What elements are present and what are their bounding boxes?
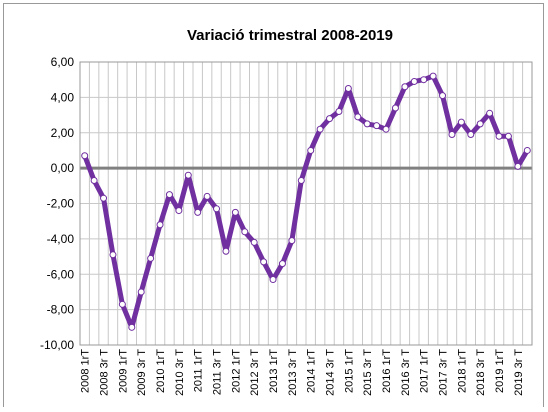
point — [81, 152, 89, 160]
point — [354, 113, 362, 121]
x-tick-label: 2008 1rT — [80, 349, 92, 393]
y-tick-label: 6,00 — [51, 55, 75, 69]
point — [100, 194, 108, 202]
point — [128, 323, 136, 331]
point — [495, 132, 503, 140]
chart-title: Variació trimestral 2008-2019 — [187, 27, 393, 44]
point — [448, 131, 456, 139]
point — [250, 238, 258, 246]
point — [194, 208, 202, 216]
point — [109, 251, 117, 259]
plot-border — [79, 61, 533, 346]
point — [363, 120, 371, 128]
point — [165, 191, 173, 199]
point — [476, 120, 484, 128]
x-tick-label: 2018 3r T — [475, 349, 487, 396]
point — [231, 208, 239, 216]
point — [429, 72, 437, 80]
x-tick-label: 2013 1rT — [268, 349, 280, 393]
point — [288, 237, 296, 245]
y-tick-label: -2,00 — [47, 197, 75, 211]
point — [184, 171, 192, 179]
point — [391, 104, 399, 112]
point — [137, 288, 145, 296]
x-tick-label: 2017 1rT — [419, 349, 431, 393]
point — [118, 300, 126, 308]
x-tick-label: 2011 1rT — [193, 349, 205, 392]
point — [90, 177, 98, 185]
point — [175, 207, 183, 215]
y-tick-label: -4,00 — [47, 232, 75, 246]
y-tick-label: -8,00 — [47, 303, 75, 317]
point — [486, 109, 494, 117]
x-tick-label: 2010 3r T — [174, 349, 186, 396]
point — [241, 228, 249, 236]
point — [457, 118, 465, 126]
chart-border — [3, 3, 544, 412]
x-tick-label: 2016 1rT — [381, 349, 393, 393]
point — [523, 146, 531, 154]
point — [382, 125, 390, 133]
x-tick-label: 2017 3r T — [438, 349, 450, 396]
point — [373, 122, 381, 130]
point — [147, 254, 155, 262]
x-tick-label: 2008 3r T — [99, 349, 111, 396]
point — [297, 177, 305, 185]
point — [410, 77, 418, 85]
point — [269, 276, 277, 284]
x-tick-label: 2009 3r T — [136, 349, 148, 396]
x-tick-label: 2013 3r T — [287, 349, 299, 396]
point — [156, 221, 164, 229]
point — [326, 115, 334, 123]
point — [401, 83, 409, 91]
x-tick-label: 2010 1rT — [155, 349, 167, 393]
x-tick-label: 2015 1rT — [343, 349, 355, 393]
y-tick-label: 2,00 — [51, 126, 75, 140]
point — [213, 205, 221, 213]
x-tick-label: 2019 1rT — [494, 349, 506, 393]
x-tick-label: 2011 3r T — [212, 349, 224, 395]
point — [504, 132, 512, 140]
point — [260, 258, 268, 266]
point — [514, 162, 522, 170]
x-tick-label: 2019 3r T — [513, 349, 525, 396]
x-tick-label: 2016 3r T — [400, 349, 412, 396]
point — [222, 247, 230, 255]
point — [203, 192, 211, 200]
point — [420, 76, 428, 84]
x-tick-label: 2012 1rT — [230, 349, 242, 393]
point — [439, 92, 447, 100]
point — [307, 146, 315, 154]
x-tick-label: 2018 1rT — [456, 349, 468, 393]
x-tick-label: 2015 3r T — [362, 349, 374, 396]
x-tick-label: 2009 1rT — [117, 349, 129, 393]
point — [278, 260, 286, 268]
x-tick-label: 2014 3r T — [325, 349, 337, 396]
x-tick-label: 2012 3r T — [249, 349, 261, 396]
x-tick-label: 2014 1rT — [306, 349, 318, 393]
y-tick-label: 0,00 — [51, 161, 75, 175]
point — [467, 131, 475, 139]
y-tick-label: 4,00 — [51, 90, 75, 104]
y-tick-label: -10,00 — [40, 338, 74, 352]
point — [335, 108, 343, 116]
point — [344, 85, 352, 93]
y-tick-label: -6,00 — [47, 267, 75, 281]
point — [316, 125, 324, 133]
